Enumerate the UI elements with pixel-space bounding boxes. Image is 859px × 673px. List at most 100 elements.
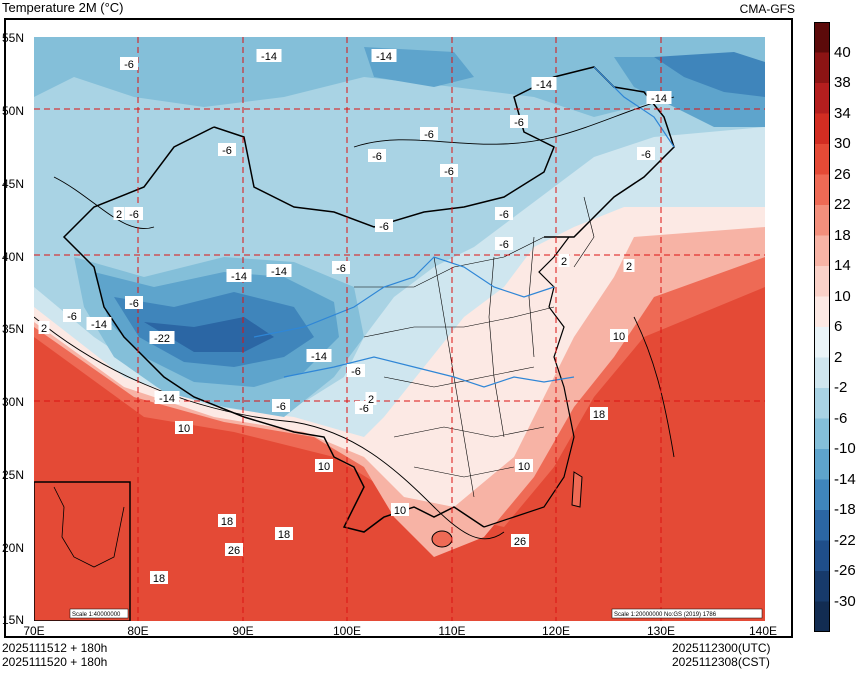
contour-label: -6: [124, 59, 134, 71]
colorbar-swatch: [814, 266, 830, 297]
lat-label: 25N: [2, 468, 25, 482]
colorbar-label: 22: [834, 196, 851, 213]
contour-label-bg: [256, 49, 282, 62]
lat-label: 20N: [2, 541, 25, 555]
isotherms: [34, 96, 675, 540]
contour-label: 2: [626, 261, 632, 273]
contour-label: -6: [276, 401, 286, 413]
colorbar-label: -2: [834, 379, 848, 396]
colorbar-swatch: [814, 418, 830, 450]
colorbar-label: -6: [834, 409, 848, 427]
lat-label: 35N: [2, 322, 25, 336]
contour-label: 26: [514, 536, 526, 548]
contour-label-bg: [120, 57, 138, 70]
contour-label: 10: [613, 331, 625, 343]
lon-label: 90E: [232, 624, 254, 638]
lat-label: 30N: [2, 395, 25, 409]
contour-label: 2: [116, 209, 122, 221]
contour-label-bg: [125, 296, 143, 309]
colorbar-swatch: [814, 388, 830, 419]
south-china-sea-inset: [34, 481, 131, 621]
colorbar-swatch: [814, 571, 830, 602]
contour-label-bg: [420, 127, 438, 140]
rivers: [253, 66, 675, 388]
contour-label: -14: [231, 271, 247, 283]
contour-label-bg: [218, 514, 236, 527]
contour-label-bg: [365, 392, 377, 405]
contour-label-bg: [495, 237, 513, 250]
colorbar-label: -14: [834, 470, 856, 488]
colorbar-swatch: [814, 449, 830, 480]
colorbar-label: 34: [834, 104, 851, 122]
contour-label-bg: [371, 49, 397, 62]
contour-label: -14: [376, 51, 392, 63]
contour-label-bg: [440, 164, 458, 177]
colorbar-swatch: [814, 52, 830, 84]
contour-label-bg: [86, 317, 112, 330]
taiwan-outline: [571, 471, 583, 508]
contour-label: 10: [394, 505, 406, 517]
hainan-outline: [431, 530, 453, 548]
lat-label: 15N: [2, 613, 25, 627]
contour-label-bg: [150, 571, 168, 584]
colorbar-swatch: [814, 144, 830, 175]
contour-label-bg: [175, 421, 193, 434]
lon-label: 100E: [332, 624, 362, 638]
colorbar-swatch: [814, 235, 830, 267]
contour-label-bg: [495, 207, 513, 220]
colorbar-label: -22: [834, 531, 856, 549]
inset-coastline: [53, 486, 125, 568]
contour-label-bg: [218, 143, 236, 156]
contour-label: -6: [424, 129, 434, 141]
contour-label: -22: [154, 333, 170, 345]
contour-label-bg: [113, 207, 125, 220]
contour-label: 26: [228, 545, 240, 557]
contour-label: -6: [499, 209, 509, 221]
contour-label: 18: [153, 573, 165, 585]
colorbar-swatch: [814, 22, 830, 53]
colorbar-swatch: [814, 113, 830, 145]
china-border: [62, 66, 675, 533]
init-time-cst: 2025111520 + 180h: [2, 655, 108, 669]
contour-label: 2: [41, 323, 47, 335]
colorbar-label: 6: [834, 318, 843, 335]
lon-label: 130E: [646, 624, 676, 638]
colorbar: [814, 22, 830, 632]
valid-time-utc: 2025112300(UTC): [672, 641, 771, 655]
colorbar-swatch: [814, 479, 830, 511]
colorbar-label: 38: [834, 74, 851, 91]
contour-label: -6: [336, 263, 346, 275]
contour-label: -6: [379, 221, 389, 233]
inset-scale-label: Scale 1:40000000: [72, 612, 121, 618]
contour-label: -14: [159, 393, 175, 405]
contour-label-bg: [368, 149, 386, 162]
contour-label: -6: [129, 298, 139, 310]
contour-label-bg: [510, 115, 528, 128]
contour-label-bg: [511, 534, 529, 547]
lat-label: 40N: [2, 250, 25, 264]
contour-label: 2: [561, 256, 567, 268]
northeast-cold-minus18: [654, 52, 765, 97]
contour-label: -6: [499, 239, 509, 251]
colorbar-swatch: [814, 205, 830, 236]
contour-label-bg: [623, 259, 635, 272]
contour-label-bg: [347, 364, 365, 377]
lat-label: 55N: [2, 31, 25, 45]
contour-label: -14: [536, 79, 552, 91]
contour-label: -6: [641, 149, 651, 161]
contour-label: 10: [178, 423, 190, 435]
contour-label-bg: [610, 329, 628, 342]
contour-label-bg: [558, 254, 570, 267]
contour-label: -14: [651, 93, 667, 105]
contour-label-bg: [154, 391, 180, 404]
lon-label: 80E: [127, 624, 149, 638]
colorbar-swatch: [814, 601, 830, 632]
contour-label-bg: [306, 349, 332, 362]
colorbar-label: 2: [834, 348, 843, 366]
contour-label-bg: [332, 261, 350, 274]
lat-label: 45N: [2, 177, 25, 191]
contour-label: -6: [444, 166, 454, 178]
colorbar-swatch: [814, 83, 830, 114]
colorbar-swatch: [814, 357, 830, 389]
contour-label-bg: [272, 399, 290, 412]
